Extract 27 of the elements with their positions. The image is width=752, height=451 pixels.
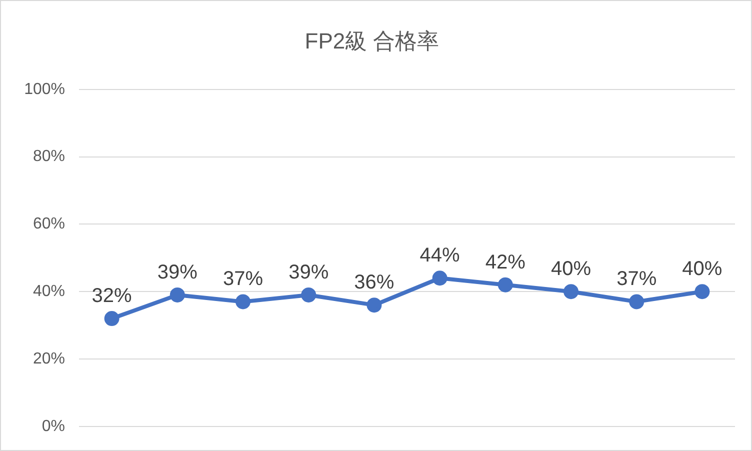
data-label: 40% — [550, 258, 592, 280]
data-label: 36% — [354, 272, 394, 294]
y-tick-label: 20% — [32, 350, 65, 368]
data-label: 37% — [616, 268, 657, 290]
point — [170, 287, 185, 302]
y-tick-label: 80% — [32, 148, 65, 166]
point — [564, 284, 578, 300]
point — [301, 287, 316, 302]
y-tick-label: 100% — [24, 80, 65, 98]
data-label: 44% — [420, 244, 460, 267]
point — [498, 277, 513, 292]
point — [366, 298, 382, 313]
chart-title: FP2級 合格率 — [304, 28, 440, 54]
data-label: 32% — [92, 285, 132, 308]
data-label: 42% — [485, 251, 526, 274]
y-tick-label: 0% — [42, 418, 65, 435]
point — [104, 311, 120, 326]
data-label: 37% — [222, 268, 264, 290]
point — [629, 294, 644, 310]
data-label: 39% — [288, 261, 329, 284]
y-tick-label: 60% — [32, 216, 65, 233]
y-tick-label: 40% — [32, 283, 65, 300]
point — [432, 270, 448, 286]
point — [694, 284, 710, 300]
data-label: 40% — [682, 258, 722, 280]
data-label: 39% — [157, 261, 198, 284]
point — [236, 294, 250, 310]
